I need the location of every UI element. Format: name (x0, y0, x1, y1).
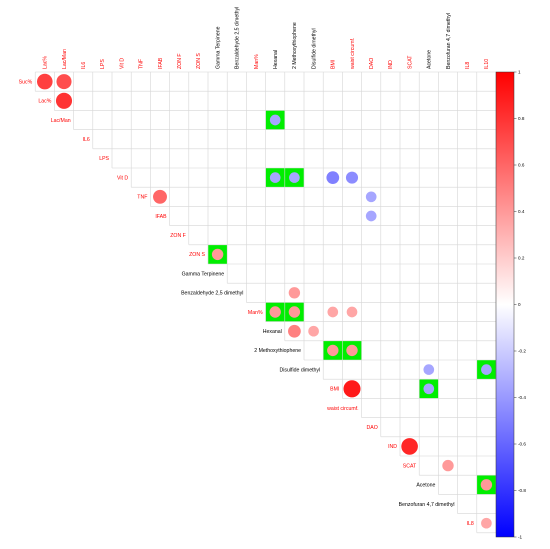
corr-circle-tnf-dao (365, 191, 377, 203)
col-label-il8: IL8 (465, 62, 471, 69)
corr-circle-vit-d-waist-circumf (345, 171, 359, 184)
col-label-lac: Lac% (43, 56, 49, 69)
grid-layer (34, 71, 497, 534)
colorbar-tick-label: 0.4 (518, 209, 525, 214)
col-label-benzofuran-4-7-dimethyl: Benzofuran 4,7 dimethyl (446, 13, 452, 69)
corr-circle-disulfide-dimethyl-il10 (481, 364, 492, 375)
row-label-acetone: Acetone (416, 483, 435, 489)
corr-circle-2-methoxythiophene-bmi (327, 344, 339, 357)
corr-circle-vit-d-bmi (326, 171, 340, 184)
colorbar-tick-label: 0 (518, 302, 521, 307)
col-label-disulfide-dimethyl: Disulfide dimethyl (311, 28, 317, 69)
col-label-lps: LPS (100, 59, 106, 69)
row-label-benzaldehyde-2-5-dimethyl: Benzaldehyde 2,5 dimethyl (181, 291, 243, 297)
corr-circle-bmi-waist-circumf (343, 380, 361, 398)
col-label-scat: SCAT (407, 55, 413, 69)
colorbar-tick-label: -0.6 (518, 442, 526, 447)
row-label-ifab: IFAB (155, 214, 167, 220)
corr-circle-acetone-il10 (480, 479, 493, 491)
colorbar-tick-label: 1 (518, 70, 521, 75)
label-layer: Lac% Lac/Man IL6 LPS Vit D TNF IFAB ZON F ZON S G… (19, 7, 491, 527)
col-label-bmi: BMI (331, 60, 337, 69)
col-label-tnf: TNF (139, 59, 145, 69)
col-label-dao: DAO (369, 58, 375, 69)
corr-circle-lac-man-hexanal (269, 114, 281, 126)
corr-circle-vit-d-hexanal (269, 172, 281, 183)
corr-circle-man-bmi (327, 306, 339, 318)
col-label-ifab: IFAB (158, 57, 164, 69)
row-label-dao: DAO (367, 425, 378, 431)
col-label-zon-f: ZON F (177, 53, 183, 69)
corr-circle-bmi-acetone (423, 383, 435, 395)
row-label-ind: IND (388, 444, 397, 450)
row-label-man: Man% (248, 310, 263, 316)
corr-circle-tnf-ifab (153, 189, 167, 204)
col-label-lac-man: Lac/Man (62, 49, 68, 69)
col-label-benzaldehyde-2-5-dimethyl: Benzaldehyde 2,5 dimethyl (235, 7, 241, 69)
col-label-hexanal: Hexanal (273, 50, 279, 69)
row-label-benzofuran-4-7-dimethyl: Benzofuran 4,7 dimethyl (399, 502, 455, 508)
colorbar-tick-label: 0.8 (518, 116, 525, 121)
corr-circle-lac-lac-man (55, 92, 73, 109)
col-label-il10: IL10 (484, 59, 490, 69)
row-label-bmi: BMI (330, 387, 339, 393)
row-label-lps: LPS (99, 156, 109, 162)
corr-circle-zon-s-gamma-terpinene (211, 248, 224, 261)
row-label-hexanal: Hexanal (263, 329, 282, 335)
corr-circle-il8-il10 (481, 517, 492, 529)
corr-circle-ind-scat (401, 438, 418, 455)
colorbar-gradient (495, 71, 515, 538)
row-label-lac-man: Lac/Man (51, 118, 71, 124)
row-label-lac: Lac% (38, 99, 51, 105)
colorbar-tick-label: 0.6 (518, 163, 525, 168)
row-label-disulfide-dimethyl: Disulfide dimethyl (280, 367, 321, 373)
corr-circle-man-hexanal (269, 306, 281, 318)
colorbar-tick-label: 0.2 (518, 256, 525, 261)
row-label-il8: IL8 (467, 521, 474, 527)
col-label-2-methoxythiophene: 2 Methoxythiophene (292, 22, 298, 69)
col-label-acetone: Acetone (427, 50, 433, 69)
corr-circle-benzaldehyde-2-5-dimethyl-2-methoxythiophene (288, 287, 301, 299)
corr-circle-hexanal-2-methoxythiophene (288, 324, 301, 338)
corr-circle-scat-benzofuran-4-7-dimethyl (442, 459, 454, 472)
row-label-gamma-terpinene: Gamma Terpinene (182, 271, 225, 277)
corr-circle-hexanal-disulfide-dimethyl (308, 325, 319, 337)
colorbar: 1 0.8 0.6 0.4 0.2 0 -0.2 -0.4 -0.6 -0.8 -1 (495, 70, 526, 540)
col-label-vit-d: Vit D (119, 58, 125, 69)
col-label-man: Man% (254, 54, 260, 69)
corr-circle-2-methoxythiophene-waist-circumf (346, 344, 358, 357)
row-label-tnf: TNF (137, 195, 147, 201)
row-label-vit-d: Vit D (117, 175, 128, 181)
row-label-suc: Suc% (19, 79, 33, 85)
row-label-2-methoxythiophene: 2 Methoxythiophene (254, 348, 301, 354)
col-label-ind: IND (388, 60, 394, 69)
corr-circle-suc-lac-man (56, 74, 72, 90)
colorbar-tick-label: -1 (518, 535, 523, 540)
row-label-waist-circumf: waist circumf. (327, 406, 358, 412)
row-label-scat: SCAT (403, 463, 417, 469)
row-label-zon-f: ZON F (170, 233, 186, 239)
col-label-gamma-terpinene: Gamma Terpinene (215, 26, 221, 69)
corr-circle-vit-d-2-methoxythiophene (289, 172, 300, 183)
circle-layer (37, 73, 493, 529)
corr-circle-ifab-dao (365, 210, 377, 222)
colorbar-tick-label: -0.4 (518, 395, 526, 400)
row-label-zon-s: ZON S (189, 252, 205, 258)
colorbar-tick-label: -0.2 (518, 349, 526, 354)
col-label-il6: IL6 (81, 62, 87, 69)
colorbar-tick-label: -0.8 (518, 488, 526, 493)
corr-circle-disulfide-dimethyl-acetone (423, 364, 435, 375)
row-label-il6: IL6 (83, 137, 90, 143)
col-label-waist-circumf: waist circumf. (350, 38, 356, 69)
col-label-zon-s: ZON S (196, 53, 202, 69)
corr-circle-suc-lac (37, 73, 53, 90)
corr-circle-man-waist-circumf (346, 306, 358, 318)
corr-circle-man-2-methoxythiophene (288, 306, 301, 318)
